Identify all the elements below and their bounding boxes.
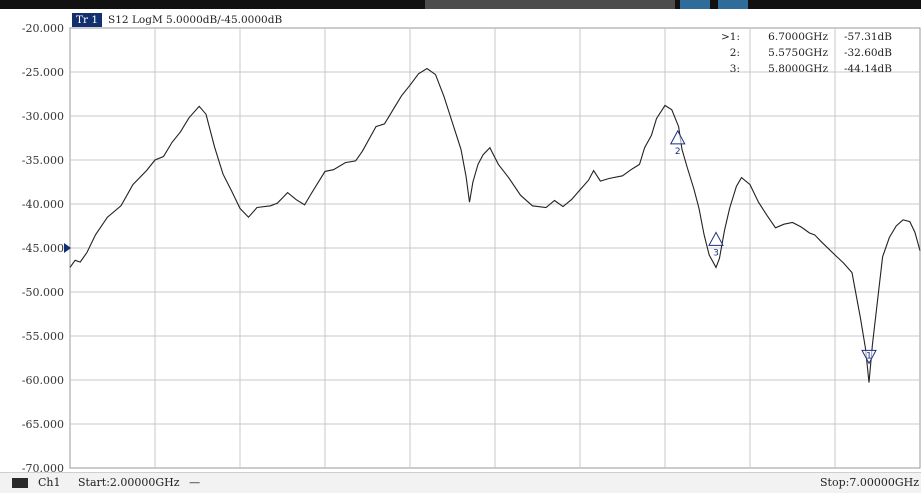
y-tick-label: -70.000: [22, 462, 64, 472]
trace-info: S12 LogM 5.0000dB/-45.0000dB: [108, 14, 283, 26]
marker-value: -32.60dB: [843, 47, 892, 59]
channel-label[interactable]: Ch1: [38, 476, 61, 489]
marker-row[interactable]: >1: 6.7000GHz -57.31dB: [700, 29, 892, 45]
top-bar-segment: [718, 0, 748, 9]
y-tick-label: -20.000: [22, 22, 64, 35]
marker-triangle: [669, 129, 686, 145]
marker-id: 2:: [729, 47, 740, 59]
marker-frequency: 6.7000GHz: [768, 31, 828, 43]
reference-level-arrow: [64, 243, 71, 253]
marker-label: 3: [713, 248, 719, 258]
start-frequency[interactable]: Start:2.00000GHz —: [78, 476, 200, 489]
marker-id: 3:: [729, 63, 740, 75]
marker-layer: 1 2 3: [669, 129, 877, 365]
marker-frequency: 5.8000GHz: [768, 63, 828, 75]
top-bar-segment: [425, 0, 675, 9]
marker-label: 2: [675, 147, 681, 157]
marker-value: -44.14dB: [843, 63, 892, 75]
stop-frequency[interactable]: Stop:7.00000GHz: [820, 476, 919, 489]
grid: [69, 27, 921, 469]
plot-area: -20.000 -25.000 -30.000 -35.000 -40.000 -45.0…: [22, 22, 921, 472]
top-bar: [0, 0, 921, 9]
start-dash: —: [189, 476, 201, 489]
marker-id: >1:: [720, 31, 740, 43]
y-tick-label: -25.000: [22, 66, 64, 79]
y-tick-label: -60.000: [22, 374, 64, 387]
y-tick-label: -35.000: [22, 154, 64, 167]
marker-triangle: [708, 231, 724, 246]
y-tick-label: -45.000: [22, 242, 64, 255]
marker-value: -57.31dB: [843, 31, 892, 43]
y-tick-labels: -20.000 -25.000 -30.000 -35.000 -40.000 -45.0…: [22, 22, 64, 472]
top-bar-segment: [680, 0, 710, 9]
marker-triangle: [861, 349, 877, 365]
trace-line: [69, 67, 921, 383]
marker-row[interactable]: 2: 5.5750GHz -32.60dB: [700, 45, 892, 61]
y-tick-label: -40.000: [22, 198, 64, 211]
marker-row[interactable]: 3: 5.8000GHz -44.14dB: [700, 61, 892, 77]
channel-badge-number: 1: [18, 479, 22, 486]
marker-table: >1: 6.7000GHz -57.31dB 2: 5.5750GHz -32.…: [700, 29, 892, 77]
channel-badge[interactable]: 1: [12, 478, 28, 488]
marker-frequency: 5.5750GHz: [768, 47, 828, 59]
status-footer: 1 Ch1 Start:2.00000GHz — Stop:7.00000GHz: [0, 472, 921, 493]
trace-tag[interactable]: Tr 1: [72, 13, 103, 27]
y-tick-label: -50.000: [22, 286, 64, 299]
marker-label: 1: [866, 351, 872, 361]
y-tick-label: -30.000: [22, 110, 64, 123]
trace-header: Tr 1 S12 LogM 5.0000dB/-45.0000dB: [72, 13, 282, 27]
y-tick-label: -65.000: [22, 418, 64, 431]
start-frequency-text: Start:2.00000GHz: [78, 476, 180, 489]
y-tick-label: -55.000: [22, 330, 64, 343]
